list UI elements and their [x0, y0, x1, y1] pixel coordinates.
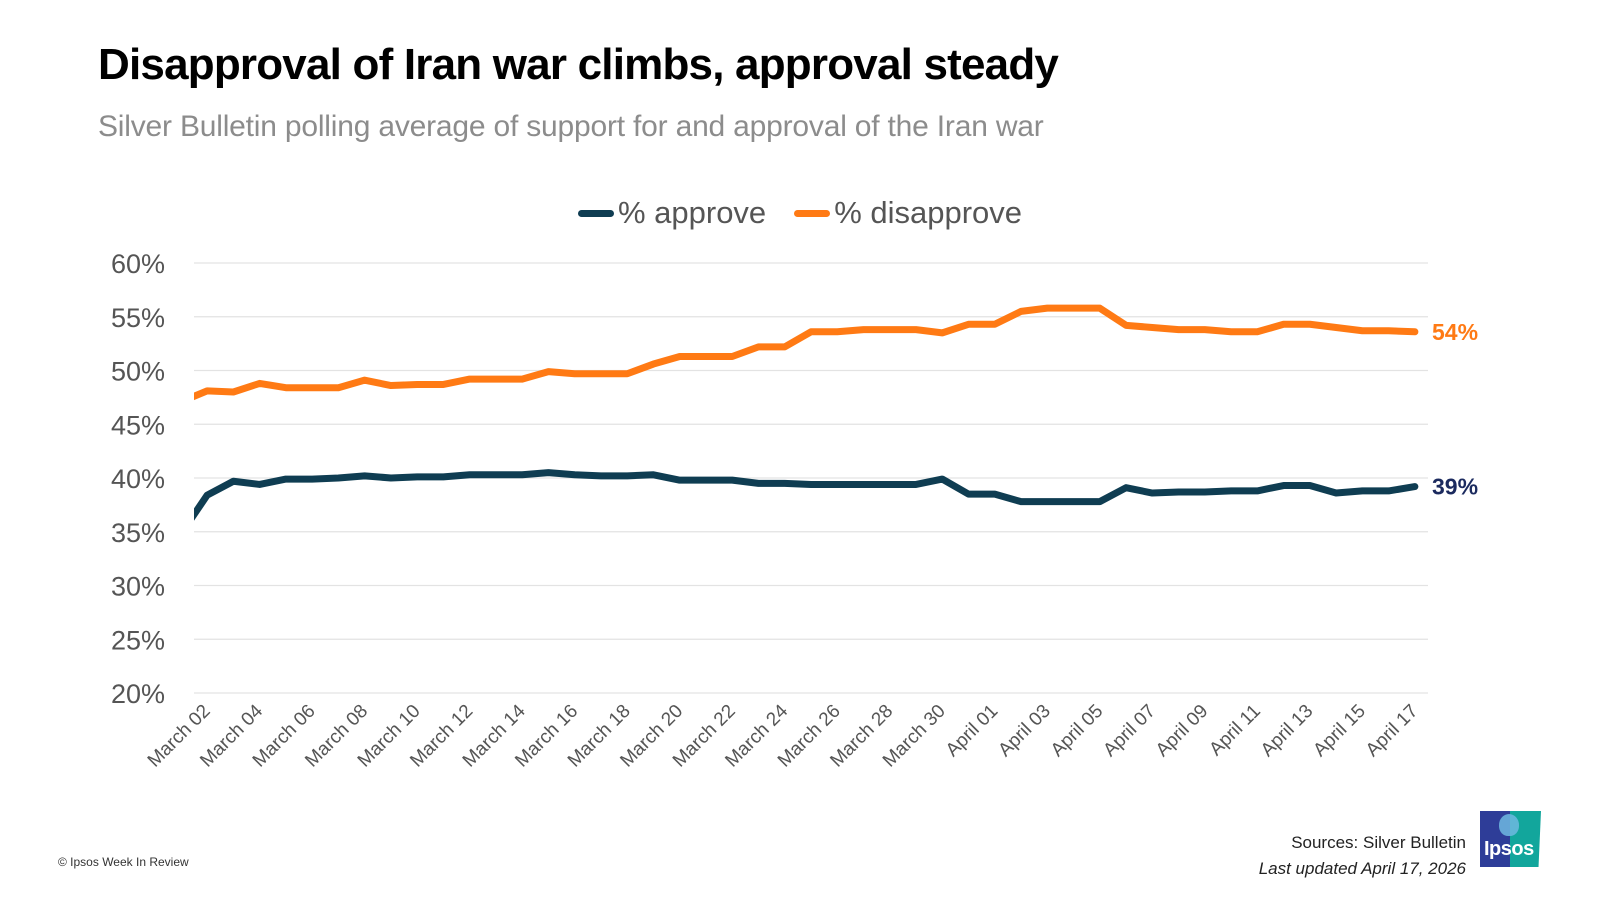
end-label-disapprove: 54%	[1432, 319, 1478, 345]
y-tick-label: 55%	[111, 303, 165, 333]
y-tick-label: 45%	[111, 410, 165, 440]
series-lines	[194, 304, 1419, 521]
y-tick-label: 40%	[111, 464, 165, 494]
chart-subtitle: Silver Bulletin polling average of suppo…	[98, 110, 1044, 143]
x-tick-label: April 11	[1205, 701, 1264, 760]
y-tick-label: 50%	[111, 357, 165, 387]
gridlines	[194, 262, 1428, 694]
sources-block: Sources: Silver Bulletin Last updated Ap…	[1259, 830, 1466, 882]
y-tick-label: 35%	[111, 518, 165, 548]
y-tick-label: 60%	[111, 249, 165, 279]
last-updated-text: Last updated April 17, 2026	[1258, 859, 1466, 878]
legend-label-approve: % approve	[617, 195, 767, 230]
x-tick-label: April 07	[1099, 701, 1159, 761]
sources-text: Sources: Silver Bulletin	[1291, 833, 1466, 852]
x-tick-label: April 15	[1309, 701, 1369, 761]
x-tick-label: April 03	[994, 701, 1054, 761]
x-tick-label: April 09	[1152, 701, 1212, 761]
legend-label-disapprove: % disapprove	[834, 195, 1023, 230]
legend: % approve % disapprove	[0, 195, 1600, 231]
series-line-disapprove	[194, 304, 1419, 401]
legend-item-disapprove: % disapprove	[794, 195, 1022, 231]
y-tick-label: 30%	[111, 572, 165, 602]
y-tick-label: 20%	[111, 679, 165, 709]
logo-text: Ipsos	[1484, 838, 1534, 860]
x-tick-label: April 05	[1047, 701, 1107, 761]
end-labels: 39% 54%	[1432, 319, 1478, 500]
legend-swatch-disapprove	[794, 209, 831, 217]
legend-swatch-approve	[577, 209, 614, 217]
end-label-approve: 39%	[1432, 474, 1478, 500]
copyright-text: © Ipsos Week In Review	[58, 855, 189, 869]
y-axis-ticks: 20% 25% 30% 35% 40% 45% 50% 55% 60%	[111, 249, 165, 709]
x-tick-label: April 01	[942, 701, 1002, 761]
x-tick-label: April 13	[1257, 701, 1317, 761]
legend-item-approve: % approve	[577, 195, 767, 231]
y-tick-label: 25%	[111, 625, 165, 655]
logo-head-silhouette-icon	[1499, 814, 1519, 836]
x-tick-label: April 17	[1362, 701, 1422, 761]
chart-title: Disapproval of Iran war climbs, approval…	[98, 40, 1059, 89]
series-line-approve	[194, 469, 1419, 521]
ipsos-logo: Ipsos	[1480, 811, 1541, 867]
